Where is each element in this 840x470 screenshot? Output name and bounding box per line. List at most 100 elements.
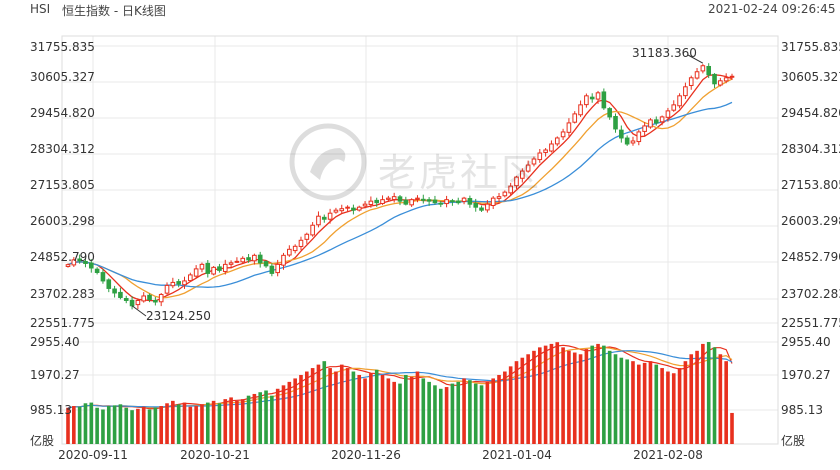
candle-body xyxy=(83,260,88,264)
volume-bar xyxy=(701,343,705,444)
candlesticks xyxy=(65,63,735,310)
volume-bar xyxy=(421,378,426,444)
volume-bar xyxy=(310,368,315,444)
volume-bar xyxy=(339,364,344,444)
candle-body xyxy=(403,199,409,205)
volume-bar xyxy=(485,381,490,444)
candle-body xyxy=(490,197,496,207)
candle-body xyxy=(613,116,618,130)
volume-bar xyxy=(712,347,717,444)
volume-bar xyxy=(520,357,525,444)
volume-bar xyxy=(83,403,88,444)
candle-body xyxy=(677,95,682,107)
candle-body xyxy=(665,110,671,118)
price-axis-label-right: 31755.835 xyxy=(781,40,840,54)
price-axis-label: 26003.298 xyxy=(30,214,95,228)
volume-bar xyxy=(549,343,554,444)
volume-bar xyxy=(596,343,600,444)
price-axis-label: 29454.820 xyxy=(30,106,95,120)
volume-bar xyxy=(584,349,589,444)
candle-body xyxy=(554,137,560,145)
candle-body xyxy=(263,261,269,267)
volume-bar xyxy=(141,406,146,444)
candle-body xyxy=(455,200,461,204)
candle-body xyxy=(525,164,531,172)
volume-bar xyxy=(147,409,152,444)
date-label: 2021-01-04 xyxy=(482,448,552,462)
volume-bar xyxy=(409,376,414,444)
candle-body xyxy=(700,65,706,72)
volume-bar xyxy=(380,374,385,444)
candle-body xyxy=(537,152,543,161)
candle-body xyxy=(397,196,403,202)
volume-bar xyxy=(223,399,228,444)
volume-bar xyxy=(427,381,431,444)
candle-body xyxy=(158,293,164,303)
volume-axis-label-right: 2955.40 xyxy=(781,335,831,349)
candle-body xyxy=(275,263,280,274)
date-label: 2020-10-21 xyxy=(180,448,250,462)
volume-bar xyxy=(153,407,158,444)
volume-bar xyxy=(305,371,309,444)
candle-body xyxy=(351,207,356,211)
candle-body xyxy=(298,239,304,247)
candle-body xyxy=(71,259,77,266)
volume-bar xyxy=(555,342,560,444)
candle-body xyxy=(391,196,397,200)
candle-body xyxy=(252,254,257,262)
candle-body xyxy=(467,198,473,205)
candle-body xyxy=(287,248,292,256)
candle-body xyxy=(77,258,82,262)
candle-body xyxy=(432,199,438,204)
volume-bar xyxy=(730,412,734,444)
low-annotation: 23124.250 xyxy=(146,309,211,323)
candle-body xyxy=(368,200,374,206)
price-axis-label: 24852.790 xyxy=(30,250,95,264)
candle-body xyxy=(438,202,444,205)
volume-bar xyxy=(136,408,140,444)
volume-bar xyxy=(130,410,134,444)
volume-bar xyxy=(95,407,99,444)
candle-body xyxy=(362,203,368,207)
candle-body xyxy=(514,176,519,187)
volume-bar xyxy=(619,357,624,444)
volume-bar xyxy=(374,369,379,444)
candle-body xyxy=(485,203,490,211)
candle-body xyxy=(444,199,449,205)
candle-body xyxy=(712,73,717,85)
volume-bar xyxy=(392,381,396,444)
price-axis-label-right: 22551.775 xyxy=(781,316,840,330)
candle-body xyxy=(508,185,513,194)
candle-body xyxy=(356,206,362,211)
candle-body xyxy=(578,104,583,116)
candle-body xyxy=(100,272,106,282)
volume-bar xyxy=(240,399,245,444)
candle-body xyxy=(706,65,712,76)
volume-bar xyxy=(543,345,548,444)
volume-bar xyxy=(607,350,612,444)
price-axis-label-right: 29454.820 xyxy=(781,106,840,120)
volume-bar xyxy=(229,397,233,444)
volume-bar xyxy=(182,402,187,444)
candle-body xyxy=(688,77,694,86)
candle-body xyxy=(199,263,205,270)
candle-body xyxy=(636,131,642,143)
volume-bar xyxy=(642,362,647,444)
price-axis-label-right: 23702.283 xyxy=(781,287,840,301)
volume-bar xyxy=(666,371,670,444)
candle-body xyxy=(170,281,176,287)
candle-body xyxy=(129,299,135,307)
candle-body xyxy=(321,216,327,220)
timestamp: 2021-02-24 09:26:45 xyxy=(708,2,836,16)
volume-bar xyxy=(77,406,82,444)
volume-bar xyxy=(479,385,484,444)
candle-body xyxy=(339,208,345,212)
candle-body xyxy=(502,191,508,197)
volume-bar xyxy=(433,385,437,444)
chart-title: 恒生指数 - 日K线图 xyxy=(62,4,166,18)
volume-bar xyxy=(270,395,274,444)
candle-body xyxy=(549,143,554,152)
candle-body xyxy=(123,298,129,301)
volume-bar xyxy=(275,388,280,444)
volume-bar xyxy=(718,354,723,444)
